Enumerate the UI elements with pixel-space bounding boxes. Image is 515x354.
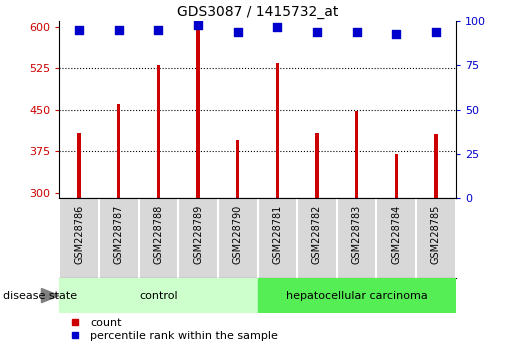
Bar — [355, 111, 358, 198]
Polygon shape — [41, 289, 59, 303]
Text: control: control — [139, 291, 178, 301]
Legend: count, percentile rank within the sample: count, percentile rank within the sample — [59, 313, 283, 346]
Point — [432, 29, 440, 35]
Text: GSM228785: GSM228785 — [431, 205, 441, 264]
Text: GSM228786: GSM228786 — [74, 205, 84, 264]
Bar — [315, 133, 319, 198]
Point — [154, 27, 163, 33]
Point — [194, 22, 202, 28]
Text: GSM228789: GSM228789 — [193, 205, 203, 264]
Point — [234, 29, 242, 35]
Title: GDS3087 / 1415732_at: GDS3087 / 1415732_at — [177, 5, 338, 19]
Text: GSM228782: GSM228782 — [312, 205, 322, 264]
Point — [392, 31, 401, 36]
Bar — [77, 133, 81, 198]
Point — [352, 29, 360, 35]
Bar — [59, 278, 258, 313]
Bar — [434, 133, 438, 198]
Bar — [258, 278, 456, 313]
Text: GSM228784: GSM228784 — [391, 205, 401, 264]
Text: hepatocellular carcinoma: hepatocellular carcinoma — [286, 291, 427, 301]
Text: GSM228790: GSM228790 — [233, 205, 243, 264]
Text: GSM228787: GSM228787 — [114, 205, 124, 264]
Bar — [394, 154, 398, 198]
Point — [114, 27, 123, 33]
Point — [273, 24, 281, 29]
Bar — [157, 65, 160, 198]
Text: GSM228788: GSM228788 — [153, 205, 163, 264]
Bar — [276, 63, 279, 198]
Bar — [196, 29, 200, 198]
Text: GSM228781: GSM228781 — [272, 205, 282, 264]
Bar — [117, 104, 121, 198]
Text: disease state: disease state — [3, 291, 77, 301]
Bar — [236, 140, 239, 198]
Point — [75, 27, 83, 33]
Text: GSM228783: GSM228783 — [352, 205, 362, 264]
Point — [313, 29, 321, 35]
